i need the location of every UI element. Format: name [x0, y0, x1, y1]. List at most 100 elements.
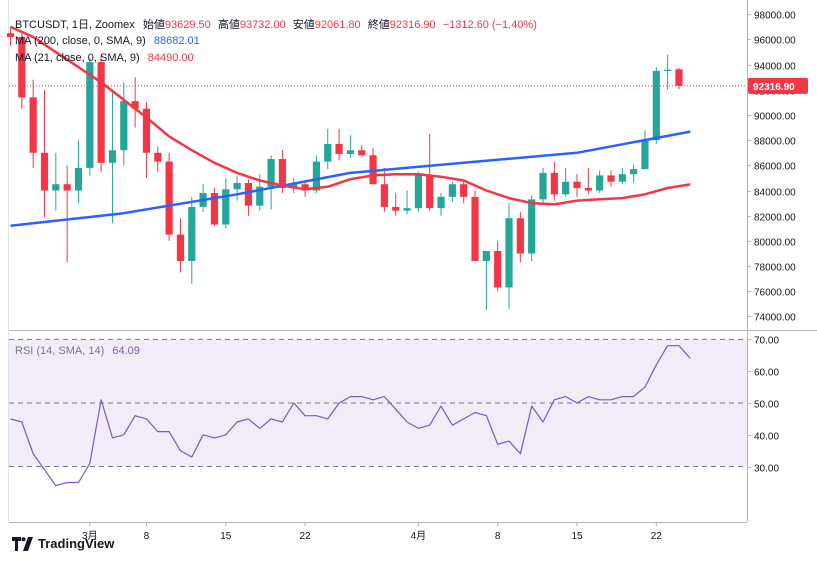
tradingview-logo[interactable]: TradingView — [12, 536, 114, 551]
candle-body-up[interactable] — [74, 167, 83, 191]
rsi-line[interactable] — [10, 345, 691, 487]
change-value: −1312.60 (−1.40%) — [442, 19, 537, 31]
price-axis-tick-label: 86000.00 — [754, 162, 796, 173]
rsi-label: RSI (14, SMA, 14) — [15, 345, 105, 357]
candle-body-up[interactable] — [482, 250, 490, 262]
candle-body-down[interactable] — [165, 161, 173, 235]
ma21-line[interactable] — [9, 25, 691, 206]
candle-body-up[interactable] — [403, 208, 411, 211]
candle-body-up[interactable] — [652, 70, 660, 141]
time-axis-tick-label: 15 — [220, 531, 232, 542]
candle-body-down[interactable] — [392, 206, 400, 211]
rsi-axis-tick-label: 50.00 — [754, 400, 779, 411]
candle-body-up[interactable] — [528, 199, 536, 254]
candle-body-down[interactable] — [607, 175, 615, 182]
open-label: 始値 — [142, 19, 165, 31]
candle-body-down[interactable] — [40, 152, 49, 191]
rsi-axis-tick-label: 60.00 — [754, 368, 779, 379]
time-axis-tick-label: 8 — [144, 531, 150, 542]
candle-body-down[interactable] — [142, 108, 151, 153]
ma200-value: 88682.01 — [153, 35, 200, 47]
candle-body-up[interactable] — [256, 186, 264, 206]
candle-body-up[interactable] — [437, 196, 445, 209]
candle-body-up[interactable] — [505, 218, 513, 288]
ma21-legend[interactable]: MA (21, close, 0, SMA, 9) 84490.00 — [15, 51, 194, 66]
high-value: 93732.00 — [239, 19, 286, 31]
candle-body-down[interactable] — [460, 184, 468, 197]
candle-body-down[interactable] — [210, 193, 219, 225]
candle-body-down[interactable] — [573, 181, 581, 189]
candle-body-up[interactable] — [596, 175, 604, 191]
candle-body-down[interactable] — [516, 218, 524, 254]
candle-body-down[interactable] — [550, 172, 558, 195]
candle-body-down[interactable] — [335, 143, 343, 155]
candle-body-down[interactable] — [97, 62, 105, 163]
close-value: 92316.90 — [389, 19, 436, 31]
price-axis-tick-label: 76000.00 — [754, 288, 796, 299]
time-axis-tick-label: 22 — [651, 531, 663, 542]
candle-body-up[interactable] — [86, 62, 94, 168]
ma21-value: 84490.00 — [147, 52, 194, 64]
candle-body-down[interactable] — [278, 159, 287, 189]
ma200-legend[interactable]: MA (200, close, 0, SMA, 9) 88682.01 — [15, 34, 200, 49]
candle-body-down[interactable] — [176, 234, 185, 262]
candle-body-up[interactable] — [52, 184, 60, 191]
candle-body-up[interactable] — [664, 69, 672, 71]
candle-body-up[interactable] — [108, 150, 117, 163]
candle-body-down[interactable] — [584, 188, 592, 191]
time-axis-tick-label: 8 — [495, 531, 501, 542]
candle-body-up[interactable] — [562, 181, 570, 195]
candle-body-down[interactable] — [494, 250, 502, 288]
candle-body-up[interactable] — [290, 184, 298, 189]
candle-body-up[interactable] — [233, 182, 241, 190]
price-axis-tick-label: 96000.00 — [754, 36, 796, 47]
tradingview-brand-text: TradingView — [38, 536, 115, 551]
rsi-axis-tick-label: 40.00 — [754, 432, 779, 443]
candle-body-down[interactable] — [63, 184, 71, 191]
price-axis-tick-label: 74000.00 — [754, 313, 796, 324]
ma200-line[interactable] — [10, 130, 691, 228]
candle-body-up[interactable] — [267, 159, 275, 187]
symbol-label: BTCUSDT, 1日, Zoomex — [15, 19, 135, 31]
candle-body-down[interactable] — [301, 184, 309, 191]
candle-body-up[interactable] — [448, 184, 456, 197]
time-axis-tick-label: 22 — [300, 531, 312, 542]
candle-body-up[interactable] — [312, 161, 321, 191]
candle-body-up[interactable] — [188, 206, 196, 262]
candle-body-down[interactable] — [358, 150, 366, 156]
rsi-value: 64.09 — [112, 345, 140, 357]
price-axis-tick-label: 80000.00 — [754, 238, 796, 249]
candle-body-down[interactable] — [471, 196, 479, 262]
candle-body-down[interactable] — [131, 101, 139, 109]
candle-body-up[interactable] — [346, 150, 354, 155]
candle-body-down[interactable] — [6, 33, 15, 37]
candle-body-down[interactable] — [426, 175, 434, 209]
low-label: 安値 — [292, 19, 315, 31]
candle-body-up[interactable] — [120, 101, 128, 151]
rsi-legend[interactable]: RSI (14, SMA, 14) 64.09 — [15, 344, 140, 359]
candle-body-up[interactable] — [618, 174, 626, 182]
high-label: 高値 — [217, 19, 240, 31]
price-axis-tick-label: 90000.00 — [754, 112, 796, 123]
candle-body-up[interactable] — [641, 140, 649, 170]
candle-body-down[interactable] — [675, 69, 683, 86]
candle-body-down[interactable] — [154, 152, 162, 162]
candle-body-up[interactable] — [414, 175, 422, 209]
time-axis-tick-label: 3月 — [82, 530, 98, 542]
candle-body-up[interactable] — [539, 172, 547, 200]
price-axis-tick-label: 98000.00 — [754, 11, 796, 22]
candle-body-down[interactable] — [244, 182, 253, 206]
candle-body-down[interactable] — [380, 184, 388, 207]
candle-body-down[interactable] — [29, 97, 37, 153]
price-axis-tick-label: 88000.00 — [754, 137, 796, 148]
price-axis-tick-label: 78000.00 — [754, 263, 796, 274]
price-axis-tick-label: 84000.00 — [754, 188, 796, 199]
candle-body-up[interactable] — [630, 169, 638, 175]
candle-body-up[interactable] — [324, 143, 332, 162]
last-price-tag-label: 92316.90 — [753, 82, 795, 93]
candle-body-up[interactable] — [222, 189, 230, 225]
candle-body-down[interactable] — [18, 36, 26, 98]
